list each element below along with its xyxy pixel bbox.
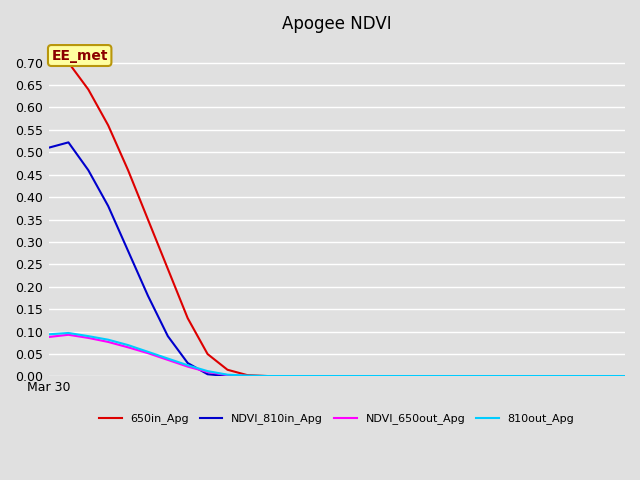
Legend: 650in_Apg, NDVI_810in_Apg, NDVI_650out_Apg, 810out_Apg: 650in_Apg, NDVI_810in_Apg, NDVI_650out_A… xyxy=(95,409,579,429)
Text: EE_met: EE_met xyxy=(51,48,108,62)
Title: Apogee NDVI: Apogee NDVI xyxy=(282,15,392,33)
